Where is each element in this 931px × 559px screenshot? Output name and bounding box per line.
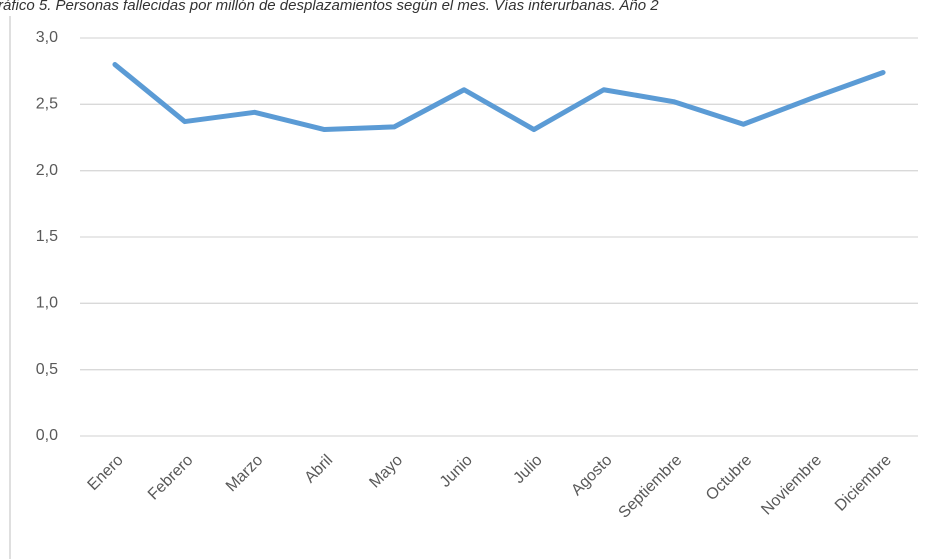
line-series xyxy=(112,62,886,133)
y-tick-label: 2,0 xyxy=(36,162,58,179)
y-tick-label: 0,0 xyxy=(36,427,58,444)
y-tick-label: 3,0 xyxy=(36,29,58,46)
y-tick-label: 1,5 xyxy=(36,228,58,245)
y-tick-label: 1,0 xyxy=(36,295,58,312)
chart-title: ráfico 5. Personas fallecidas por millón… xyxy=(0,0,659,14)
y-tick-label: 2,5 xyxy=(36,96,58,113)
y-tick-label: 0,5 xyxy=(36,361,58,378)
